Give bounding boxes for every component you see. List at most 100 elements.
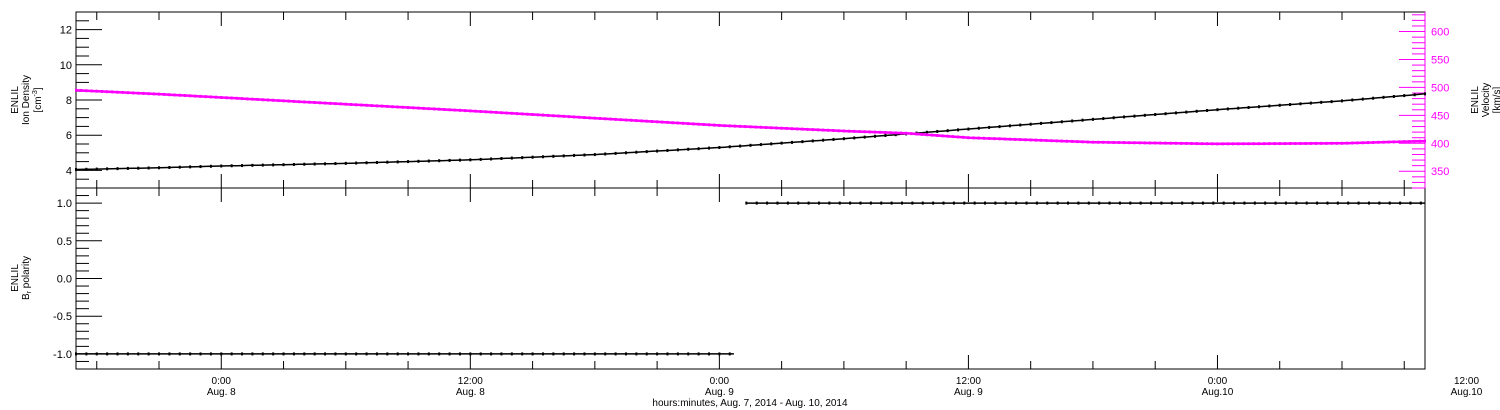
- density-point: [521, 156, 524, 160]
- density-point: [1102, 117, 1105, 121]
- top-right-axis-title-line2: Velocity: [1481, 83, 1492, 117]
- density-point: [189, 165, 192, 169]
- density-point: [220, 164, 223, 168]
- velocity-point: [516, 112, 519, 116]
- velocity-point: [443, 107, 446, 111]
- velocity-point: [754, 125, 757, 129]
- velocity-point: [266, 98, 269, 102]
- polarity-point: [1347, 201, 1350, 205]
- polarity-point: [932, 201, 935, 205]
- density-point: [936, 129, 939, 133]
- velocity-point: [355, 103, 358, 107]
- density-point: [1403, 94, 1406, 98]
- polarity-point: [562, 352, 565, 356]
- velocity-point: [573, 115, 576, 119]
- polarity-point: [178, 352, 181, 356]
- velocity-point: [697, 122, 700, 126]
- polarity-point: [1150, 201, 1153, 205]
- velocity-point: [837, 129, 840, 133]
- density-point: [697, 147, 700, 151]
- density-point: [386, 160, 389, 164]
- velocity-point: [541, 113, 544, 117]
- y-tick-label: 0.5: [57, 236, 72, 248]
- velocity-point: [915, 132, 918, 136]
- velocity-point: [733, 124, 736, 128]
- polarity-point: [75, 352, 77, 356]
- velocity-point: [676, 121, 679, 125]
- density-point: [1216, 108, 1219, 112]
- polarity-point: [261, 352, 264, 356]
- polarity-point: [1087, 201, 1090, 205]
- density-point: [1091, 117, 1094, 121]
- density-point: [1029, 122, 1032, 126]
- velocity-point: [1169, 141, 1172, 145]
- density-point: [1289, 103, 1292, 107]
- density-point: [853, 136, 856, 140]
- velocity-point: [1361, 141, 1364, 145]
- density-point: [282, 163, 285, 167]
- velocity-point: [1263, 142, 1266, 146]
- polarity-point: [786, 201, 789, 205]
- polarity-point: [583, 352, 586, 356]
- density-point: [863, 135, 866, 139]
- polarity-point: [1222, 201, 1225, 205]
- velocity-point: [1190, 142, 1193, 146]
- velocity-point: [951, 135, 954, 139]
- density-point: [707, 146, 710, 150]
- velocity-point: [1107, 140, 1110, 144]
- velocity-point: [313, 101, 316, 105]
- velocity-point: [791, 127, 794, 131]
- velocity-point: [1024, 138, 1027, 142]
- polarity-point: [1243, 201, 1246, 205]
- velocity-point: [936, 133, 939, 137]
- density-point: [749, 143, 752, 147]
- polarity-point: [479, 352, 482, 356]
- density-point: [770, 142, 773, 146]
- velocity-point: [894, 131, 897, 135]
- velocity-point: [562, 114, 565, 118]
- velocity-point: [1351, 141, 1354, 145]
- x-tick-date-label: Aug.10: [1451, 387, 1483, 398]
- velocity-point: [588, 116, 591, 120]
- density-point: [448, 158, 451, 162]
- density-point: [1226, 107, 1229, 111]
- polarity-point: [1336, 201, 1339, 205]
- density-point: [573, 153, 576, 157]
- velocity-point: [1216, 142, 1219, 146]
- velocity-point: [868, 130, 871, 134]
- velocity-point: [334, 102, 337, 106]
- velocity-point: [547, 113, 550, 117]
- velocity-point: [661, 120, 664, 124]
- polarity-point: [282, 352, 285, 356]
- velocity-point: [1382, 140, 1385, 144]
- density-point: [1278, 103, 1281, 107]
- polarity-point: [1077, 201, 1080, 205]
- velocity-point: [728, 124, 731, 128]
- polarity-point: [1160, 201, 1163, 205]
- polarity-point: [1025, 201, 1028, 205]
- velocity-point: [1206, 142, 1209, 146]
- density-point: [780, 141, 783, 145]
- velocity-point: [80, 88, 83, 92]
- velocity-point: [1413, 139, 1416, 143]
- density-point: [1361, 97, 1364, 101]
- velocity-point: [1315, 141, 1318, 145]
- polarity-point: [1056, 201, 1059, 205]
- density-point: [458, 158, 461, 162]
- x-tick-time-label: 12:00: [1454, 376, 1479, 387]
- velocity-point: [1325, 141, 1328, 145]
- velocity-point: [1283, 142, 1286, 146]
- top-left-axis-unit-end: ]: [33, 87, 44, 90]
- polarity-point: [189, 352, 192, 356]
- y2-tick-label: 350: [1431, 166, 1449, 178]
- velocity-point: [640, 119, 643, 123]
- density-point: [1268, 104, 1271, 108]
- velocity-point: [1060, 139, 1063, 143]
- y2-tick-label: 550: [1431, 54, 1449, 66]
- density-point: [1320, 100, 1323, 104]
- velocity-point: [1159, 141, 1162, 145]
- velocity-point: [1117, 141, 1120, 145]
- density-point: [1392, 94, 1395, 98]
- density-point: [822, 138, 825, 142]
- velocity-point: [1045, 139, 1048, 143]
